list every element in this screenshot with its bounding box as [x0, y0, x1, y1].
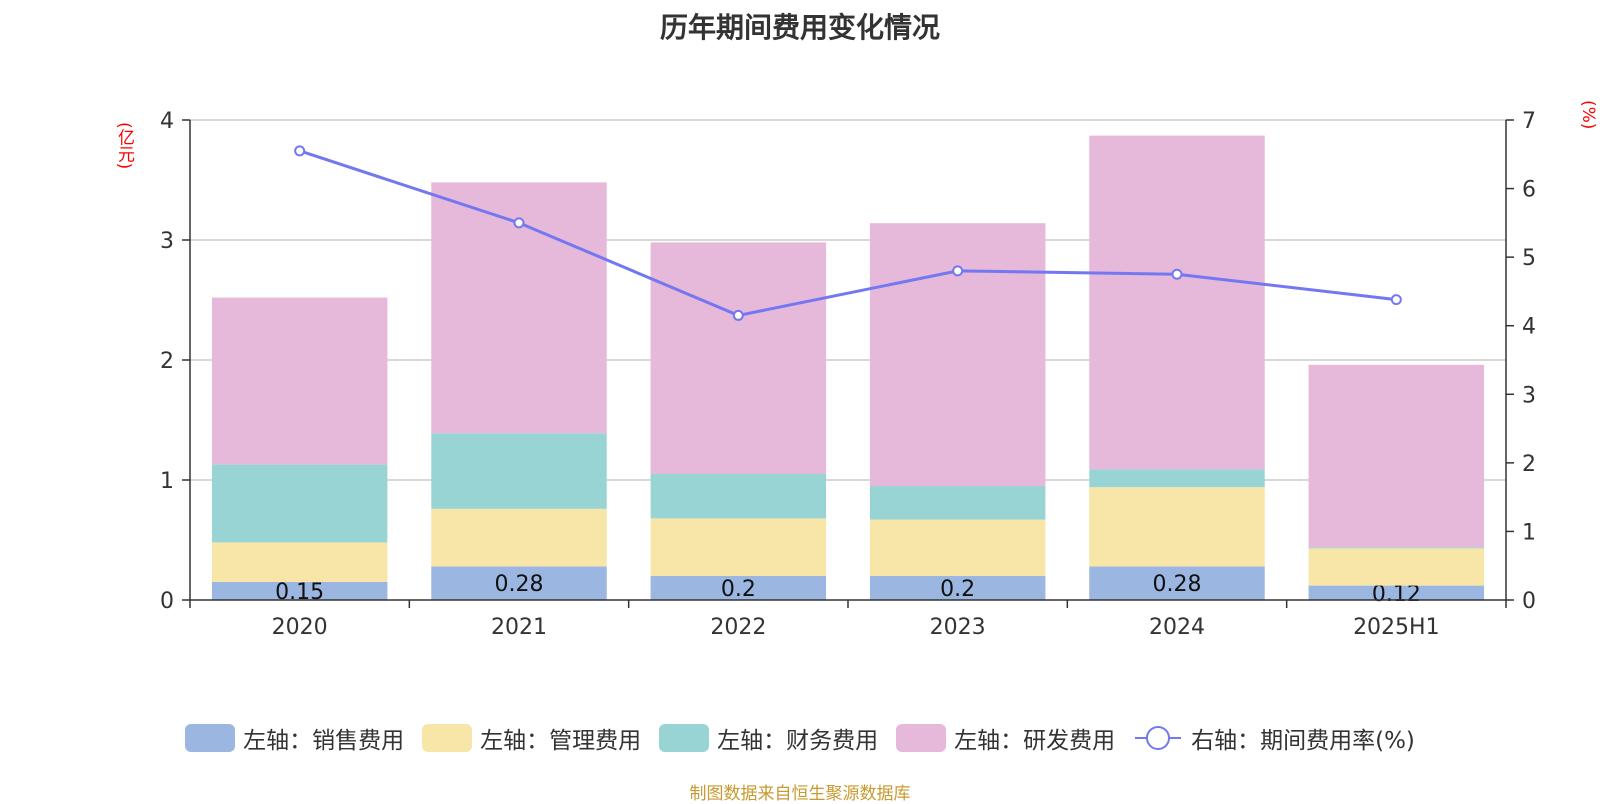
left-axis-tick-label: 4 — [160, 109, 174, 134]
legend-item-expense-rate[interactable]: 右轴：期间费用率(%) — [1133, 721, 1415, 755]
right-axis-unit: (%) — [1578, 100, 1598, 130]
legend-swatch-sales — [185, 724, 236, 752]
bar-segment-0 — [869, 576, 1046, 600]
x-axis-tick-label: 2024 — [1149, 615, 1205, 640]
left-axis-tick-label: 0 — [160, 589, 174, 614]
legend-label-finance: 左轴：财务费用 — [717, 728, 879, 754]
chart-legend: 左轴：销售费用 左轴：管理费用 左轴：财务费用 左轴：研发费用 右轴：期间费用率… — [0, 718, 1600, 758]
bar-segment-3 — [1089, 135, 1265, 470]
right-axis-tick-label: 1 — [1522, 520, 1536, 545]
bar-segment-1 — [211, 542, 388, 582]
right-axis-tick-label: 4 — [1522, 315, 1536, 340]
right-axis-tick-label: 2 — [1522, 452, 1536, 477]
bar-segment-0 — [1089, 566, 1265, 600]
x-axis-tick-label: 2022 — [710, 615, 766, 640]
legend-label-sales: 左轴：销售费用 — [243, 728, 405, 754]
bar-segment-2 — [869, 486, 1046, 520]
expense-rate-point — [952, 265, 964, 277]
left-axis-unit: (亿元) — [114, 122, 134, 170]
expense-rate-point — [294, 145, 306, 157]
right-axis-tick-label: 5 — [1522, 246, 1536, 271]
legend-swatch-management — [422, 724, 473, 752]
left-axis-tick-label: 2 — [160, 349, 174, 374]
bar-data-label: 0.2 — [721, 577, 756, 602]
bar-data-label: 0.15 — [275, 580, 324, 605]
x-axis-tick-label: 2023 — [930, 615, 986, 640]
bar-segment-0 — [1308, 585, 1485, 600]
right-axis-tick-label: 0 — [1522, 589, 1536, 614]
x-axis-tick-label: 2025H1 — [1353, 615, 1440, 640]
legend-item-finance[interactable]: 左轴：财务费用 — [659, 721, 878, 755]
bar-data-label: 0.28 — [495, 572, 544, 597]
right-axis-tick-label: 7 — [1522, 109, 1536, 134]
bar-segment-1 — [1089, 487, 1265, 567]
left-axis-tick-label: 1 — [160, 469, 174, 494]
legend-label-expense-rate: 右轴：期间费用率(%) — [1191, 728, 1415, 754]
left-axis-tick-label: 3 — [160, 229, 174, 254]
legend-swatch-finance — [659, 724, 710, 752]
right-axis-tick-label: 6 — [1522, 178, 1536, 203]
bar-data-label: 0.2 — [940, 577, 975, 602]
bar-segment-3 — [211, 297, 388, 465]
bar-segment-1 — [431, 508, 607, 567]
bar-segment-0 — [211, 582, 388, 600]
bar-segment-0 — [650, 576, 827, 600]
bar-data-label: 0.12 — [1372, 582, 1421, 607]
bar-segment-2 — [211, 464, 388, 543]
data-source-note: 制图数据来自恒生聚源数据库 — [689, 784, 911, 804]
right-axis-tick-label: 3 — [1522, 383, 1536, 408]
bar-segment-1 — [869, 519, 1046, 576]
bar-segment-2 — [431, 433, 607, 509]
chart-title: 历年期间费用变化情况 — [659, 11, 940, 44]
legend-item-management[interactable]: 左轴：管理费用 — [422, 721, 641, 755]
expense-rate-line — [299, 149, 1397, 317]
expense-rate-point — [1171, 268, 1183, 280]
bar-segment-3 — [650, 242, 827, 474]
expense-rate-point — [1390, 294, 1402, 306]
x-axis-tick-label: 2020 — [272, 615, 328, 640]
legend-swatch-rd — [896, 724, 947, 752]
bar-segment-3 — [869, 223, 1046, 486]
legend-item-sales[interactable]: 左轴：销售费用 — [185, 721, 404, 755]
expense-rate-point — [732, 309, 744, 321]
bar-segment-2 — [650, 474, 827, 519]
bar-segment-1 — [650, 518, 827, 576]
chart-plot: 0 1 2 3 4 0 1 2 3 4 5 6 7 0.15 0.28 0.2 0.2 0.28 0.12 2020 2… — [160, 109, 1536, 640]
bar-data-label: 0.28 — [1153, 572, 1202, 597]
legend-item-rd[interactable]: 左轴：研发费用 — [896, 721, 1115, 755]
bar-segment-2 — [1308, 547, 1485, 549]
bar-segment-3 — [1308, 364, 1485, 548]
legend-label-rd: 左轴：研发费用 — [954, 728, 1116, 754]
x-axis-tick-label: 2021 — [491, 615, 547, 640]
bar-segment-2 — [1089, 469, 1265, 488]
bar-segment-0 — [431, 566, 607, 600]
bar-segment-1 — [1308, 548, 1485, 586]
legend-line-marker-icon — [1135, 726, 1182, 750]
expense-rate-point — [513, 217, 525, 229]
legend-label-management: 左轴：管理费用 — [480, 728, 642, 754]
